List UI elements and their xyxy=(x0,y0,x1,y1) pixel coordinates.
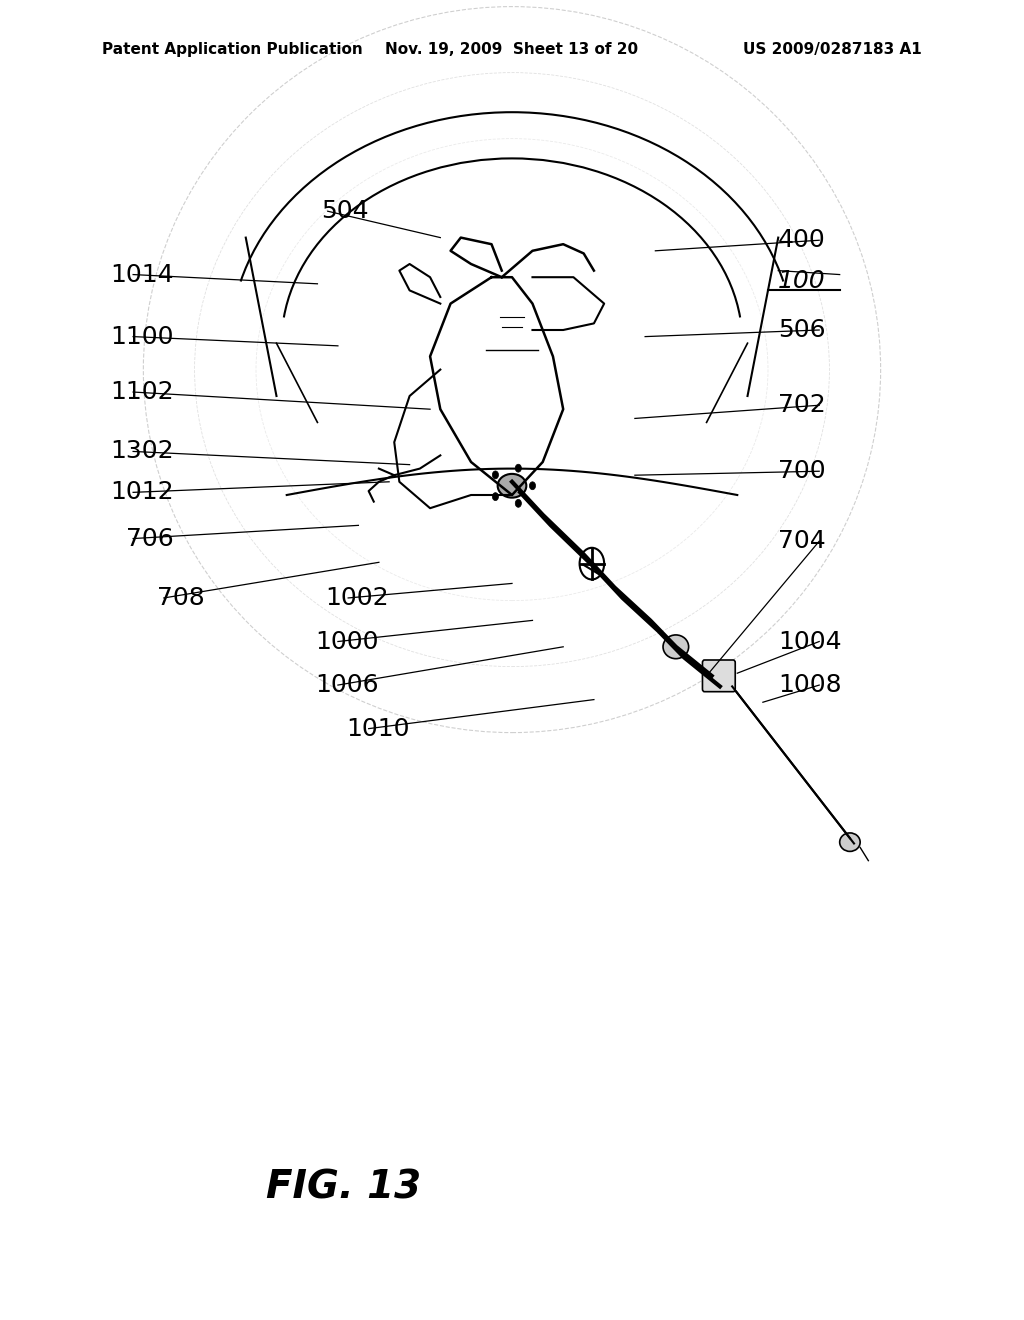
Circle shape xyxy=(529,482,536,490)
Text: 702: 702 xyxy=(778,393,826,417)
Text: 100: 100 xyxy=(778,269,826,293)
Text: 1008: 1008 xyxy=(778,673,842,697)
Circle shape xyxy=(515,499,521,507)
Text: 400: 400 xyxy=(778,228,826,252)
Text: Nov. 19, 2009  Sheet 13 of 20: Nov. 19, 2009 Sheet 13 of 20 xyxy=(385,42,639,57)
Text: 1014: 1014 xyxy=(111,263,174,286)
Circle shape xyxy=(580,548,604,579)
Text: 706: 706 xyxy=(126,527,174,550)
Text: 700: 700 xyxy=(778,459,826,483)
Text: 1100: 1100 xyxy=(111,325,174,348)
Ellipse shape xyxy=(664,635,688,659)
Text: 704: 704 xyxy=(778,529,826,553)
Text: 1000: 1000 xyxy=(315,630,379,653)
Text: 504: 504 xyxy=(321,199,369,223)
Text: 1006: 1006 xyxy=(315,673,379,697)
Circle shape xyxy=(515,465,521,473)
Text: 506: 506 xyxy=(778,318,826,342)
Text: FIG. 13: FIG. 13 xyxy=(266,1168,421,1206)
Text: 1002: 1002 xyxy=(326,586,389,610)
Circle shape xyxy=(493,492,499,500)
Text: 1102: 1102 xyxy=(111,380,174,404)
FancyBboxPatch shape xyxy=(702,660,735,692)
Text: 1012: 1012 xyxy=(111,480,174,504)
Text: 1010: 1010 xyxy=(346,717,410,741)
Ellipse shape xyxy=(840,833,860,851)
Text: US 2009/0287183 A1: US 2009/0287183 A1 xyxy=(742,42,922,57)
Text: Patent Application Publication: Patent Application Publication xyxy=(102,42,364,57)
Ellipse shape xyxy=(498,474,526,498)
Text: 1004: 1004 xyxy=(778,630,842,653)
Text: 708: 708 xyxy=(157,586,205,610)
Circle shape xyxy=(493,471,499,479)
Text: 1302: 1302 xyxy=(111,440,174,463)
